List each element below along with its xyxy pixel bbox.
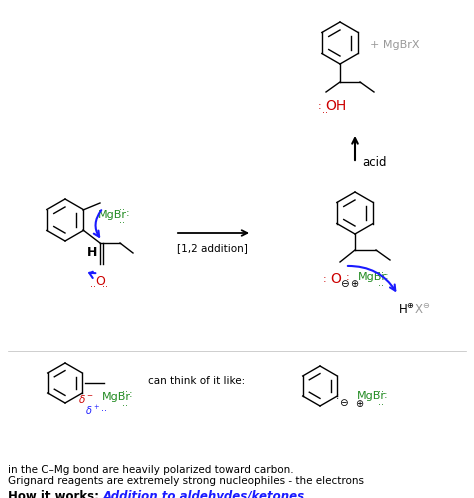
Text: MgBr: MgBr — [98, 210, 127, 220]
Text: :: : — [346, 272, 350, 282]
Text: Grignard reagents are extremely strong nucleophiles - the electrons: Grignard reagents are extremely strong n… — [8, 476, 364, 486]
Text: ..: .. — [101, 403, 107, 413]
Text: $\delta^+$: $\delta^+$ — [84, 404, 100, 417]
Text: ..: .. — [90, 279, 96, 289]
Text: $\ominus$: $\ominus$ — [340, 278, 350, 289]
Text: ..: .. — [122, 384, 128, 394]
Text: Addition to aldehydes/ketones: Addition to aldehydes/ketones — [103, 490, 305, 498]
Text: $\oplus$: $\oplus$ — [350, 278, 359, 289]
Text: ..: .. — [122, 398, 128, 408]
Text: MgBr: MgBr — [357, 391, 386, 401]
Text: :: : — [323, 274, 327, 284]
Text: ..: .. — [378, 278, 384, 288]
Text: :: : — [126, 208, 129, 218]
Text: MgBr: MgBr — [358, 272, 387, 282]
Text: in the C–Mg bond are heavily polarized toward carbon.: in the C–Mg bond are heavily polarized t… — [8, 465, 293, 475]
Text: :: : — [336, 391, 339, 401]
Text: X$^{\ominus}$: X$^{\ominus}$ — [414, 303, 430, 318]
Text: ..: .. — [378, 265, 384, 275]
Text: O: O — [330, 272, 341, 286]
Text: [1,2 addition]: [1,2 addition] — [177, 243, 248, 253]
Text: ..: .. — [378, 397, 384, 407]
Text: + MgBrX: + MgBrX — [370, 40, 419, 50]
Text: can think of it like:: can think of it like: — [148, 376, 245, 386]
Text: ..: .. — [322, 105, 328, 115]
Text: OH: OH — [325, 99, 346, 113]
Text: :: : — [384, 390, 388, 400]
Text: :: : — [385, 271, 389, 281]
Text: How it works:: How it works: — [8, 490, 107, 498]
Text: $\oplus$: $\oplus$ — [355, 398, 364, 409]
Text: ..: .. — [119, 215, 125, 225]
Text: $\delta^-$: $\delta^-$ — [78, 393, 94, 405]
Text: MgBr: MgBr — [102, 392, 131, 402]
Text: O: O — [95, 275, 105, 288]
Text: ..: .. — [119, 202, 125, 212]
Text: ..: .. — [378, 384, 384, 394]
Text: :: : — [129, 389, 133, 399]
Text: :: : — [318, 101, 322, 111]
Text: ..: .. — [102, 279, 108, 289]
Text: acid: acid — [362, 156, 386, 169]
Text: $\ominus$: $\ominus$ — [339, 397, 349, 408]
Text: H$^{\oplus}$: H$^{\oplus}$ — [398, 303, 415, 318]
Text: H: H — [87, 246, 97, 259]
